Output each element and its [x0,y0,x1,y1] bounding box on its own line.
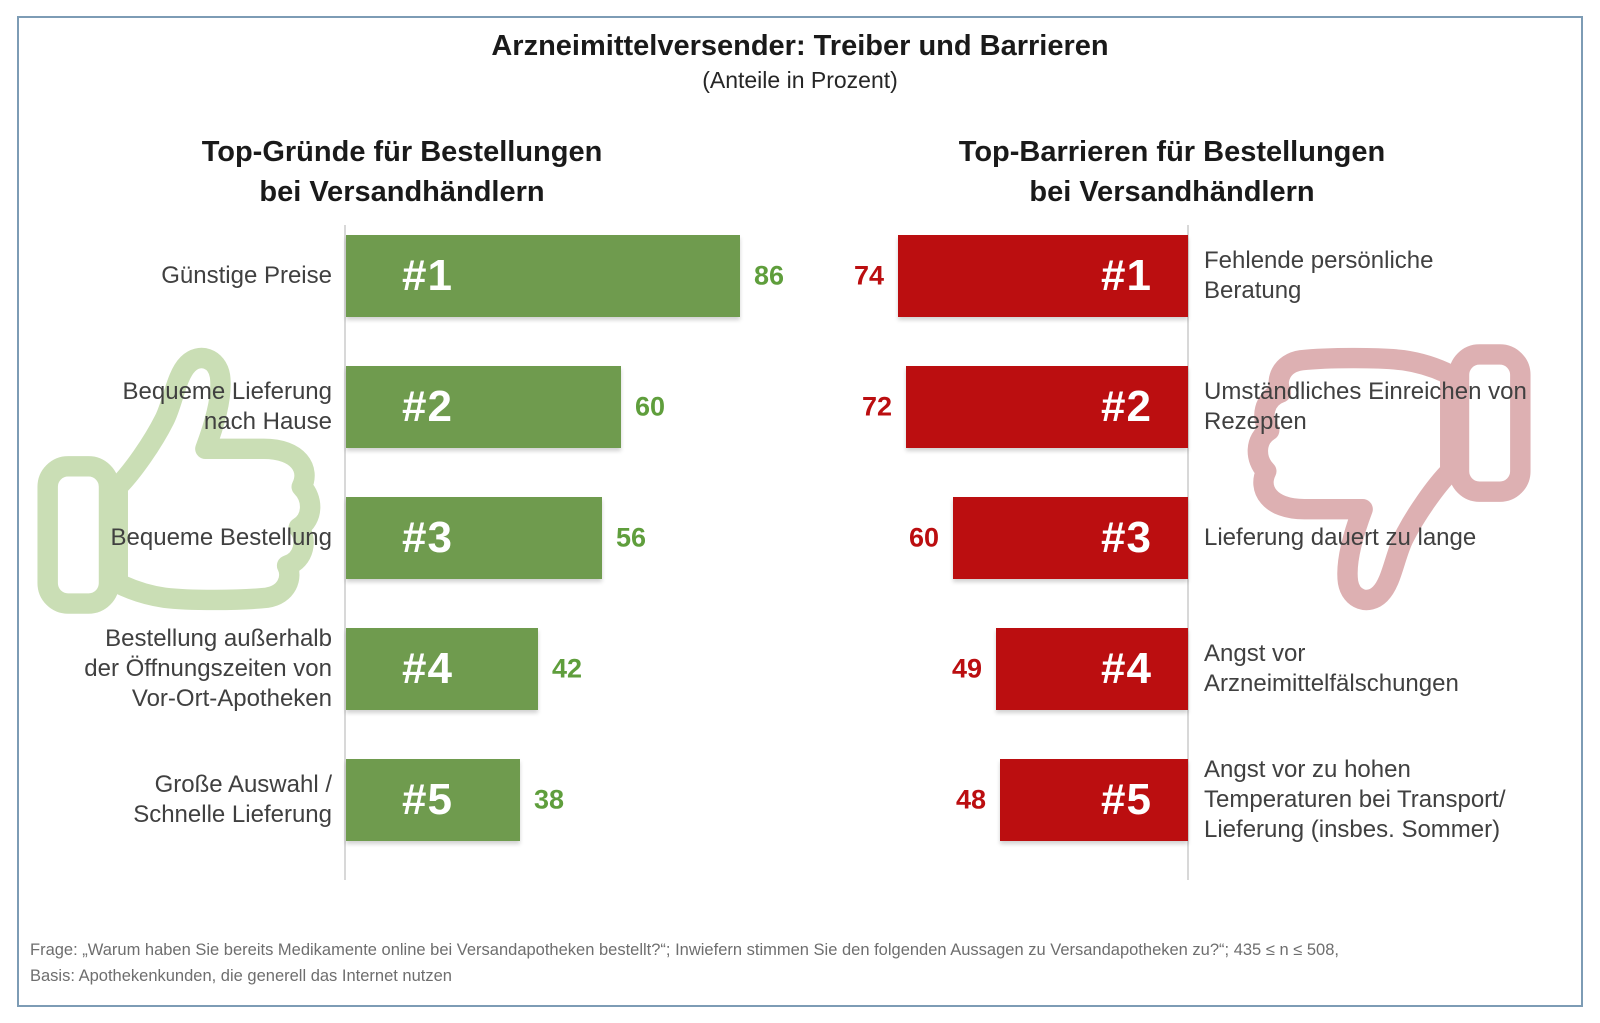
barrier-bar: #5 [1000,759,1188,841]
barriers-chart-title: Top-Barrieren für Bestellungen bei Versa… [958,136,1386,208]
driver-bar: #5 [346,759,520,841]
category-label: Bequeme Bestellung [110,524,332,552]
barriers-axis-line [1187,225,1189,880]
category-label: Bequeme Lieferung nach Hause [122,378,332,435]
barrier-bar: #1 [898,235,1188,317]
rank-label: #2 [402,382,453,431]
rank-label: #5 [1101,775,1152,824]
barrier-bar: #2 [906,366,1188,448]
barrier-bar: #4 [996,628,1188,710]
rank-label: #4 [402,644,453,693]
slide-border [17,16,1583,1007]
category-label: Fehlende persönliche Beratung [1204,247,1434,304]
barrier-row: Umständliches Einreichen von Rezepten #2 7… [820,366,1572,448]
category-label: Bestellung außerhalb der Öffnungszeiten … [84,625,332,712]
driver-bar: #3 [346,497,602,579]
rank-label: #4 [1101,644,1152,693]
driver-row: Bequeme Bestellung #3 56 [28,497,828,579]
category-label: Große Auswahl / Schnelle Lieferung [133,771,332,828]
drivers-chart-title: Top-Gründe für Bestellungen bei Versandh… [201,136,603,208]
driver-row: Bestellung außerhalb der Öffnungszeiten … [28,625,828,712]
page-subtitle: (Anteile in Prozent) [702,67,898,93]
footer-line-2: Basis: Apothekenkunden, die generell das… [30,967,452,985]
value-label: 72 [861,391,892,422]
barrier-row: Angst vor zu hohen Temperaturen bei Tran… [820,756,1572,843]
barrier-row: Fehlende persönliche Beratung #1 74 [820,235,1572,317]
page-title: Arzneimittelversender: Treiber und Barri… [491,30,1109,62]
rank-label: #2 [1101,382,1152,431]
category-label: Angst vor Arzneimittelfälschungen [1204,640,1459,697]
footer-note: Frage: „Warum haben Sie bereits Medikame… [30,937,1570,989]
driver-row: Günstige Preise #1 86 [28,235,828,317]
barriers-chart: Fehlende persönliche Beratung #1 74 Umständ… [820,228,1572,883]
value-label: 74 [853,260,884,291]
category-label: Umständliches Einreichen von Rezepten [1204,378,1527,435]
barrier-bar: #3 [953,497,1188,579]
driver-bar: #1 [346,235,740,317]
category-label: Günstige Preise [161,262,332,290]
rank-label: #3 [1101,513,1152,562]
rank-label: #1 [402,251,453,300]
value-label: 56 [616,522,647,553]
driver-bar: #2 [346,366,621,448]
value-label: 60 [635,391,666,422]
value-label: 48 [955,784,986,815]
value-label: 49 [951,653,982,684]
thumbs-up-icon [37,347,321,614]
thumbs-down-icon [1247,344,1531,611]
footer-line-1: Frage: „Warum haben Sie bereits Medikame… [30,941,1339,959]
driver-row: Große Auswahl / Schnelle Lieferung #5 38 [28,759,828,841]
driver-row: Bequeme Lieferung nach Hause #2 60 [28,366,828,448]
value-label: 86 [754,260,785,291]
rank-label: #3 [402,513,453,562]
barrier-row: Lieferung dauert zu lange #3 60 [820,497,1572,579]
barrier-row: Angst vor Arzneimittelfälschungen #4 49 [820,628,1572,710]
value-label: 60 [908,522,939,553]
category-label: Angst vor zu hohen Temperaturen bei Tran… [1204,756,1506,843]
value-label: 38 [534,784,565,815]
drivers-axis-line [344,225,346,880]
rank-label: #5 [402,775,453,824]
rank-label: #1 [1101,251,1152,300]
driver-bar: #4 [346,628,538,710]
value-label: 42 [552,653,583,684]
drivers-chart: Günstige Preise #1 86 Bequeme Lieferung nac… [28,228,828,883]
category-label: Lieferung dauert zu lange [1204,524,1477,552]
